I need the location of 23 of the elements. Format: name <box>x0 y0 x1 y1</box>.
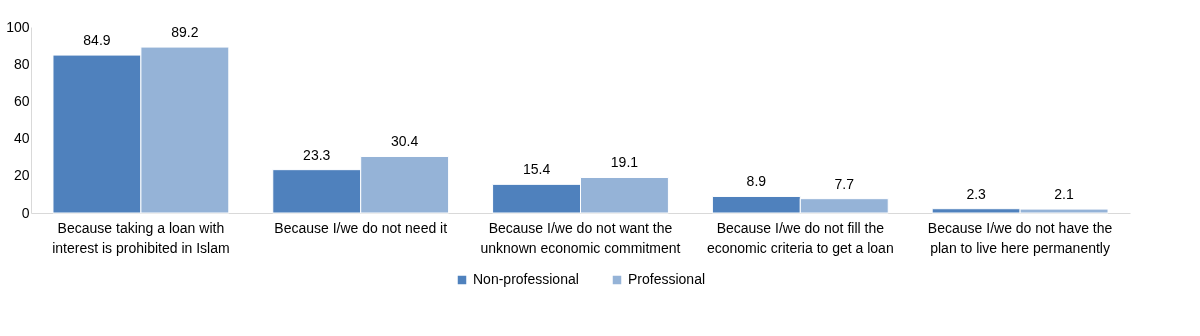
x-tick-label: Because I/we do not need it <box>274 219 448 236</box>
legend-label: Non-professional <box>473 271 579 287</box>
data-label: 8.9 <box>746 173 767 190</box>
legend-label: Professional <box>628 271 706 287</box>
y-tick-label: 0 <box>21 204 30 221</box>
data-label: 89.2 <box>171 24 199 41</box>
data-label: 2.1 <box>1054 186 1074 203</box>
y-tick-label: 100 <box>6 18 30 35</box>
x-tick-label: Because taking a loan with interest is prohibited in Islam <box>52 219 230 256</box>
data-label: 15.4 <box>522 161 551 178</box>
x-tick-label: Because I/we do not want the unknown economic commitment <box>480 219 681 256</box>
y-tick-label: 40 <box>13 130 30 147</box>
x-tick-label: Because I/we do not fill the economic criteria to get a loan <box>706 219 894 256</box>
data-label: 19.1 <box>610 154 639 171</box>
data-label: 2.3 <box>966 185 987 202</box>
y-tick-label: 20 <box>13 167 30 184</box>
data-label: 84.9 <box>83 32 111 49</box>
data-label: 30.4 <box>391 133 419 150</box>
y-tick-label: 80 <box>13 55 30 72</box>
data-label: 7.7 <box>834 175 855 192</box>
x-tick-label: Because I/we do not have the plan to live here permanently <box>927 219 1113 256</box>
y-tick-label: 60 <box>13 92 30 109</box>
data-label: 23.3 <box>303 146 331 163</box>
